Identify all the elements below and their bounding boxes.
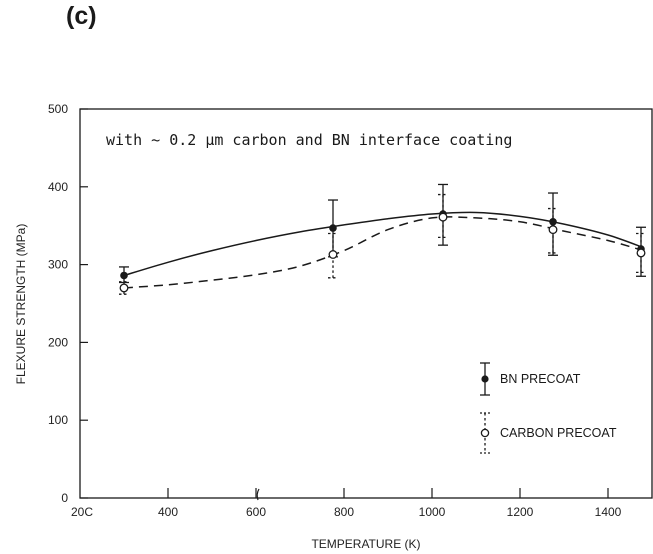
x-tick-label: 400 [158,505,178,519]
legend: BN PRECOAT CARBON PRECOAT [480,362,617,454]
x-axis-ticks: 20C 400 600 800 1000 1200 1400 [71,488,622,519]
error-bars [119,183,646,295]
y-tick-label: 200 [48,335,68,349]
legend-marker-bn [481,375,489,383]
data-point-carbon [636,248,646,258]
data-point-carbon [438,212,448,222]
legend-item-bn: BN PRECOAT [480,362,581,396]
data-point-bn [549,218,557,226]
y-tick-label: 300 [48,258,68,272]
data-markers [119,210,646,293]
x-tick-label: 20C [71,505,93,519]
y-tick-label: 500 [48,102,68,116]
error-bar [636,232,646,274]
x-tick-label: 1200 [507,505,534,519]
series-curves [123,211,644,289]
legend-label-carbon: CARBON PRECOAT [500,426,617,440]
plot-border [79,108,653,499]
plot-frame [79,108,653,499]
panel-label: (c) [66,2,97,30]
y-axis-ticks: 0 100 200 300 400 500 [48,102,88,505]
data-point-bn [329,224,337,232]
y-tick-label: 400 [48,180,68,194]
legend-marker-carbon [480,428,490,438]
x-tick-label: 600 [246,505,266,519]
legend-label-bn: BN PRECOAT [500,372,581,386]
y-tick-label: 0 [61,491,68,505]
data-point-carbon [119,283,129,293]
x-tick-label: 1000 [419,505,446,519]
y-tick-label: 100 [48,413,68,427]
x-tick-label: 800 [334,505,354,519]
x-axis-title: TEMPERATURE (K) [311,537,420,551]
x-tick-label: 1400 [595,505,622,519]
data-point-carbon [548,225,558,235]
scan-mark [256,488,260,501]
legend-item-carbon: CARBON PRECOAT [480,412,617,454]
chart-annotation: with ~ 0.2 μm carbon and BN interface co… [106,131,512,149]
series-line-carbon [123,216,644,289]
data-point-bn [120,271,128,280]
series-line-bn [123,211,644,277]
y-axis-title: FLEXURE STRENGTH (MPa) [14,224,28,385]
data-point-carbon [328,250,338,259]
